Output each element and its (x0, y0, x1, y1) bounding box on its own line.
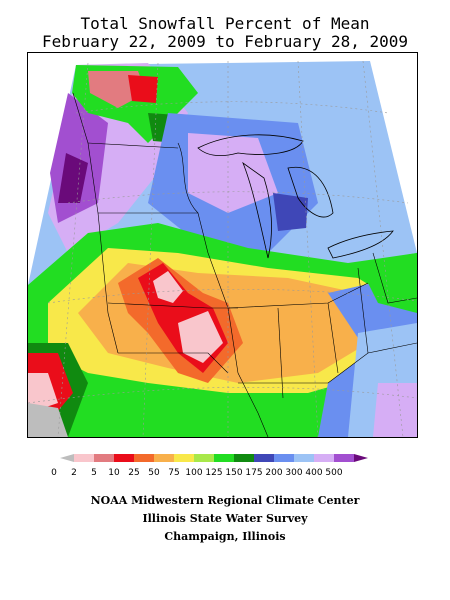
legend-label: 10 (108, 468, 120, 478)
map-canvas (28, 60, 417, 437)
legend-label: 25 (128, 468, 139, 478)
map-date-range: February 22, 2009 to February 28, 2009 (41, 32, 409, 51)
legend-swatch (254, 454, 274, 462)
legend-swatch (274, 454, 294, 462)
legend-swatch (334, 454, 354, 462)
legend-swatch (74, 454, 94, 462)
legend-label: 175 (245, 468, 262, 478)
legend-label: 500 (325, 468, 342, 478)
legend-swatch (60, 454, 74, 462)
legend-swatch (114, 454, 134, 462)
credit-organization: NOAA Midwestern Regional Climate Center (90, 494, 360, 507)
legend-swatch (354, 454, 368, 462)
legend-swatch (194, 454, 214, 462)
legend-label: 400 (305, 468, 322, 478)
legend-label: 100 (185, 468, 202, 478)
legend-swatches (60, 454, 368, 462)
legend-label: 125 (205, 468, 222, 478)
legend-swatch (154, 454, 174, 462)
legend-label: 50 (148, 468, 160, 478)
legend-swatch (134, 454, 154, 462)
legend-label: 5 (91, 468, 97, 478)
credit-location: Champaign, Illinois (164, 530, 286, 543)
lake-outlines (197, 134, 394, 259)
legend-swatch (174, 454, 194, 462)
color-legend: 0 2 5 10 25 50 75 100 125 150 175 200 300 400 500 (51, 454, 368, 478)
snowfall-map (27, 52, 418, 438)
legend-swatch (294, 454, 314, 462)
legend-swatch (94, 454, 114, 462)
legend-swatch (234, 454, 254, 462)
graticule (28, 60, 417, 437)
map-title: Total Snowfall Percent of Mean (80, 14, 370, 33)
credit-survey: Illinois State Water Survey (142, 512, 308, 525)
legend-labels: 0 2 5 10 25 50 75 100 125 150 175 200 300 400 500 (51, 468, 343, 478)
legend-label: 150 (225, 468, 242, 478)
state-boundaries (72, 92, 417, 437)
legend-swatch (314, 454, 334, 462)
legend-label: 300 (285, 468, 302, 478)
legend-label: 200 (265, 468, 282, 478)
legend-label: 0 (51, 468, 57, 478)
legend-swatch (214, 454, 234, 462)
percent-of-mean-shading (28, 63, 417, 437)
legend-label: 2 (71, 468, 77, 478)
legend-label: 75 (168, 468, 179, 478)
